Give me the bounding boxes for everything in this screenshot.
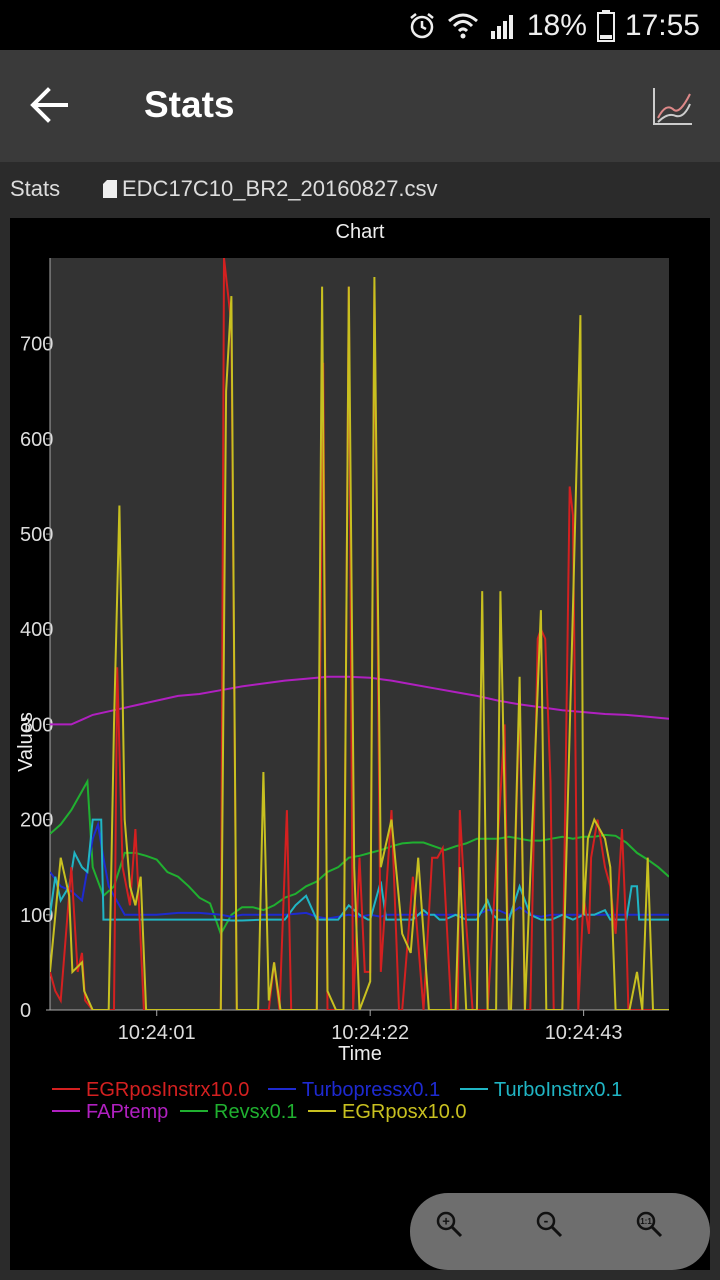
back-arrow-icon[interactable] [26, 82, 72, 128]
status-bar: 18% 17:55 [0, 0, 720, 50]
y-tick-label: 700 [20, 334, 53, 356]
series-line-faptemp [50, 675, 669, 726]
file-name: EDC17C10_BR2_20160827.csv [122, 176, 438, 201]
x-tick-label: 10:24:43 [545, 1022, 623, 1044]
y-tick-label: 300 [20, 714, 53, 736]
svg-text:1:1: 1:1 [640, 1217, 652, 1226]
series-line-egrposx10-0 [50, 276, 669, 1010]
clock: 17:55 [624, 9, 700, 42]
y-axis-label: Values [15, 712, 37, 772]
page-title: Stats [144, 84, 235, 125]
y-tick-label: 600 [20, 429, 53, 451]
zoom-out-icon[interactable]: - [534, 1209, 564, 1239]
legend: EGRposInstrx10.0 Turbopressx0.1 TurboInstr… [52, 1079, 622, 1123]
legend-label: TurboInstrx0.1 [494, 1079, 622, 1101]
svg-text:+: + [442, 1214, 450, 1229]
y-tick-label: 500 [20, 524, 53, 546]
legend-label: EGRposx10.0 [342, 1101, 467, 1123]
y-tick-label: 100 [20, 905, 53, 927]
file-info-bar: Stats EDC17C10_BR2_20160827.csv [0, 162, 720, 218]
series-line-turboinstrx0-1 [50, 818, 669, 922]
legend-label: FAPtemp [86, 1101, 168, 1123]
series-line-revsx0-1 [50, 778, 669, 937]
stats-label: Stats [10, 176, 61, 201]
chart-title: Chart [336, 221, 385, 243]
status-icons: 18% 17:55 [407, 6, 700, 46]
y-tick-label: 0 [20, 1000, 31, 1022]
series-line-egrposinstrx10-0 [50, 258, 664, 1010]
x-tick-label: 10:24:01 [118, 1022, 196, 1044]
wifi-icon [447, 13, 478, 39]
y-tick-label: 200 [20, 810, 53, 832]
series-line-turbopressx0-1 [50, 820, 669, 920]
series-lines [50, 258, 669, 1010]
line-chart-icon[interactable] [650, 84, 694, 128]
x-axis-label: Time [338, 1043, 382, 1065]
x-tick-label: 10:24:22 [331, 1022, 409, 1044]
legend-label: Revsx0.1 [214, 1101, 297, 1123]
zoom-reset-icon[interactable]: 1:1 [634, 1209, 664, 1239]
zoom-controls: + - 1:1 [410, 1193, 710, 1270]
chart-container: Chart 0 100 200 300 400 500 600 700 10:24:01 10:… [10, 218, 710, 1270]
legend-label: EGRposInstrx10.0 [86, 1079, 249, 1101]
y-tick-label: 400 [20, 619, 53, 641]
app-bar: Stats [0, 50, 720, 162]
signal-icon [490, 15, 513, 39]
svg-text:-: - [544, 1213, 549, 1229]
y-axis: 0 100 200 300 400 500 600 700 [20, 258, 53, 1022]
sd-card-icon [103, 180, 117, 198]
zoom-in-icon[interactable]: + [434, 1209, 464, 1239]
battery-icon [596, 10, 615, 42]
alarm-icon [410, 13, 434, 39]
x-axis: 10:24:01 10:24:22 10:24:43 [50, 1009, 669, 1044]
legend-label: Turbopressx0.1 [302, 1079, 440, 1101]
battery-percent: 18% [526, 9, 587, 42]
